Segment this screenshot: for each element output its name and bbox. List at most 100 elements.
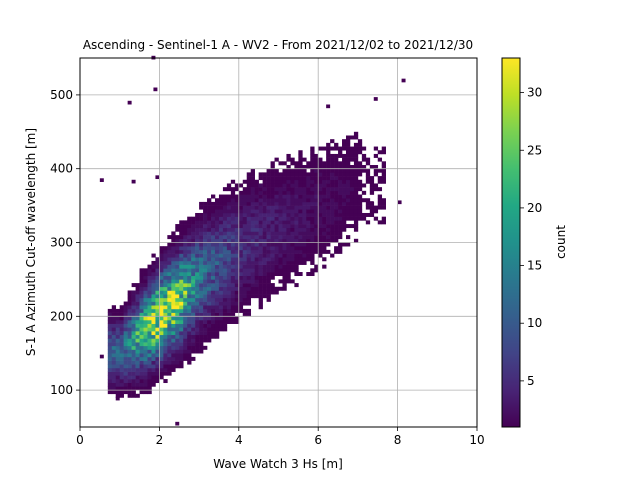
heatmap-cell [183,312,188,317]
heatmap-cell [238,190,244,195]
heatmap-cell [330,253,335,258]
heatmap-cell [222,205,228,210]
heatmap-cell [258,272,263,277]
heatmap-cell [322,172,327,177]
heatmap-cell [127,305,132,310]
heatmap-cell [222,312,228,317]
heatmap-cell [143,371,148,376]
heatmap-cell [270,238,275,243]
heatmap-cell [155,364,160,369]
heatmap-cell [345,172,351,177]
heatmap-cell [195,212,200,217]
heatmap-cell [143,268,148,273]
heatmap-cell [119,338,124,343]
heatmap-cell [294,268,299,273]
heatmap-cell [175,272,180,277]
heatmap-cell [278,235,283,240]
heatmap-cell [195,334,200,339]
heatmap-cell [234,183,240,188]
heatmap-cell [314,216,319,221]
heatmap-cell [214,253,220,258]
heatmap-cell [199,235,204,240]
heatmap-cell [322,231,327,236]
heatmap-cell [318,168,323,173]
heatmap-cell [270,183,275,188]
heatmap-cell [222,308,228,313]
heatmap-cell [167,246,172,251]
heatmap-cell [199,286,204,291]
heatmap-cell [131,375,136,380]
heatmap-cell [175,323,180,328]
heatmap-cell [218,268,224,273]
heatmap-cell [345,168,351,173]
heatmap-cell [195,297,200,302]
heatmap-cell [302,187,307,192]
heatmap-cell [365,205,371,210]
heatmap-cell [159,305,164,310]
heatmap-cell [345,176,351,181]
heatmap-cell [250,257,255,262]
heatmap-cell [369,187,375,192]
heatmap-cell [286,242,291,247]
heatmap-cell [310,235,315,240]
heatmap-cell [159,349,164,354]
heatmap-cell [246,253,252,258]
heatmap-cell [326,142,331,147]
heatmap-cell [334,249,339,254]
heatmap-cell [238,198,244,203]
heatmap-cell [155,379,160,384]
heatmap-cell [191,327,196,332]
heatmap-cell [338,246,343,251]
heatmap-cell [199,275,204,280]
heatmap-cell [147,327,152,332]
heatmap-cell [171,364,176,369]
heatmap-cell [139,342,144,347]
heatmap-cell [153,87,158,92]
heatmap-cell [203,275,208,280]
heatmap-cell [226,308,232,313]
heatmap-cell [195,294,200,299]
heatmap-cell [345,242,351,247]
heatmap-cell [286,235,291,240]
heatmap-cell [246,290,252,295]
heatmap-cell [143,327,148,332]
heatmap-cell [274,257,279,262]
heatmap-cell [266,249,271,254]
heatmap-cell [115,338,120,343]
heatmap-cell [218,272,224,277]
heatmap-cell [270,249,275,254]
heatmap-cell [195,231,200,236]
heatmap-cell [242,231,248,236]
heatmap-cell [254,187,259,192]
heatmap-cell [115,390,120,395]
heatmap-cell [171,253,176,258]
heatmap-cell [234,268,240,273]
heatmap-cell [238,305,244,310]
heatmap-cell [290,161,295,166]
heatmap-cell [234,220,240,225]
heatmap-cell [191,260,196,265]
heatmap-cell [266,297,271,302]
heatmap-cell [242,227,248,232]
heatmap-cell [203,209,208,214]
heatmap-cell [274,253,279,258]
heatmap-cell [338,220,343,225]
heatmap-cell [286,165,291,169]
heatmap-cell [139,294,144,299]
heatmap-cell [211,290,216,295]
heatmap-cell [123,342,128,347]
heatmap-cell [139,356,144,361]
heatmap-cell [143,272,148,277]
heatmap-cell [155,283,160,288]
heatmap-cell [107,319,113,324]
heatmap-cell [242,235,248,240]
heatmap-cell [183,227,188,232]
heatmap-cell [147,290,152,295]
heatmap-cell [131,382,136,387]
heatmap-cell [151,272,156,277]
heatmap-cell [179,327,184,332]
heatmap-cell [234,238,240,243]
heatmap-cell [234,264,240,269]
heatmap-cell [266,272,271,277]
heatmap-cell [199,294,204,299]
